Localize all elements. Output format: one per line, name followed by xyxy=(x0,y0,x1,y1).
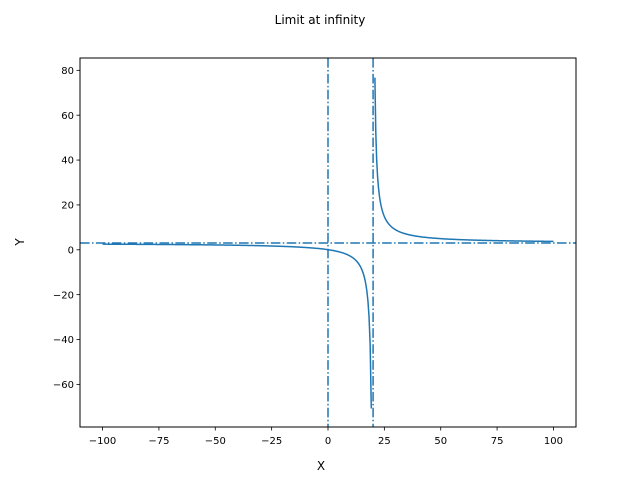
curve-segment-1 xyxy=(102,243,373,409)
x-tick-label: 100 xyxy=(544,436,563,447)
y-axis-label: Y xyxy=(13,238,27,247)
y-tick-label: 20 xyxy=(61,201,74,212)
curve-segment-2 xyxy=(374,77,554,243)
x-tick-label: −50 xyxy=(205,436,226,447)
y-tick-label: −60 xyxy=(53,380,74,391)
x-tick-label: 50 xyxy=(434,436,447,447)
y-tick-label: 60 xyxy=(61,111,74,122)
x-tick-label: −75 xyxy=(148,436,169,447)
y-tick-label: 80 xyxy=(61,66,74,77)
x-tick-label: 75 xyxy=(491,436,504,447)
x-tick-label: 0 xyxy=(325,436,331,447)
x-axis-label: X xyxy=(317,459,325,473)
y-tick-label: 40 xyxy=(61,156,74,167)
y-axis: −60 −40 −20 0 20 40 60 80 xyxy=(53,66,80,391)
x-tick-label: −25 xyxy=(261,436,282,447)
y-tick-label: 0 xyxy=(68,245,74,256)
chart-title: Limit at infinity xyxy=(275,13,366,27)
plot-area xyxy=(80,58,576,427)
x-tick-label: −100 xyxy=(89,436,116,447)
axes-frame xyxy=(79,57,577,428)
x-axis: −100 −75 −50 −25 0 25 50 75 100 xyxy=(89,427,563,447)
y-tick-label: −40 xyxy=(53,335,74,346)
y-tick-label: −20 xyxy=(53,290,74,301)
x-tick-label: 25 xyxy=(378,436,391,447)
